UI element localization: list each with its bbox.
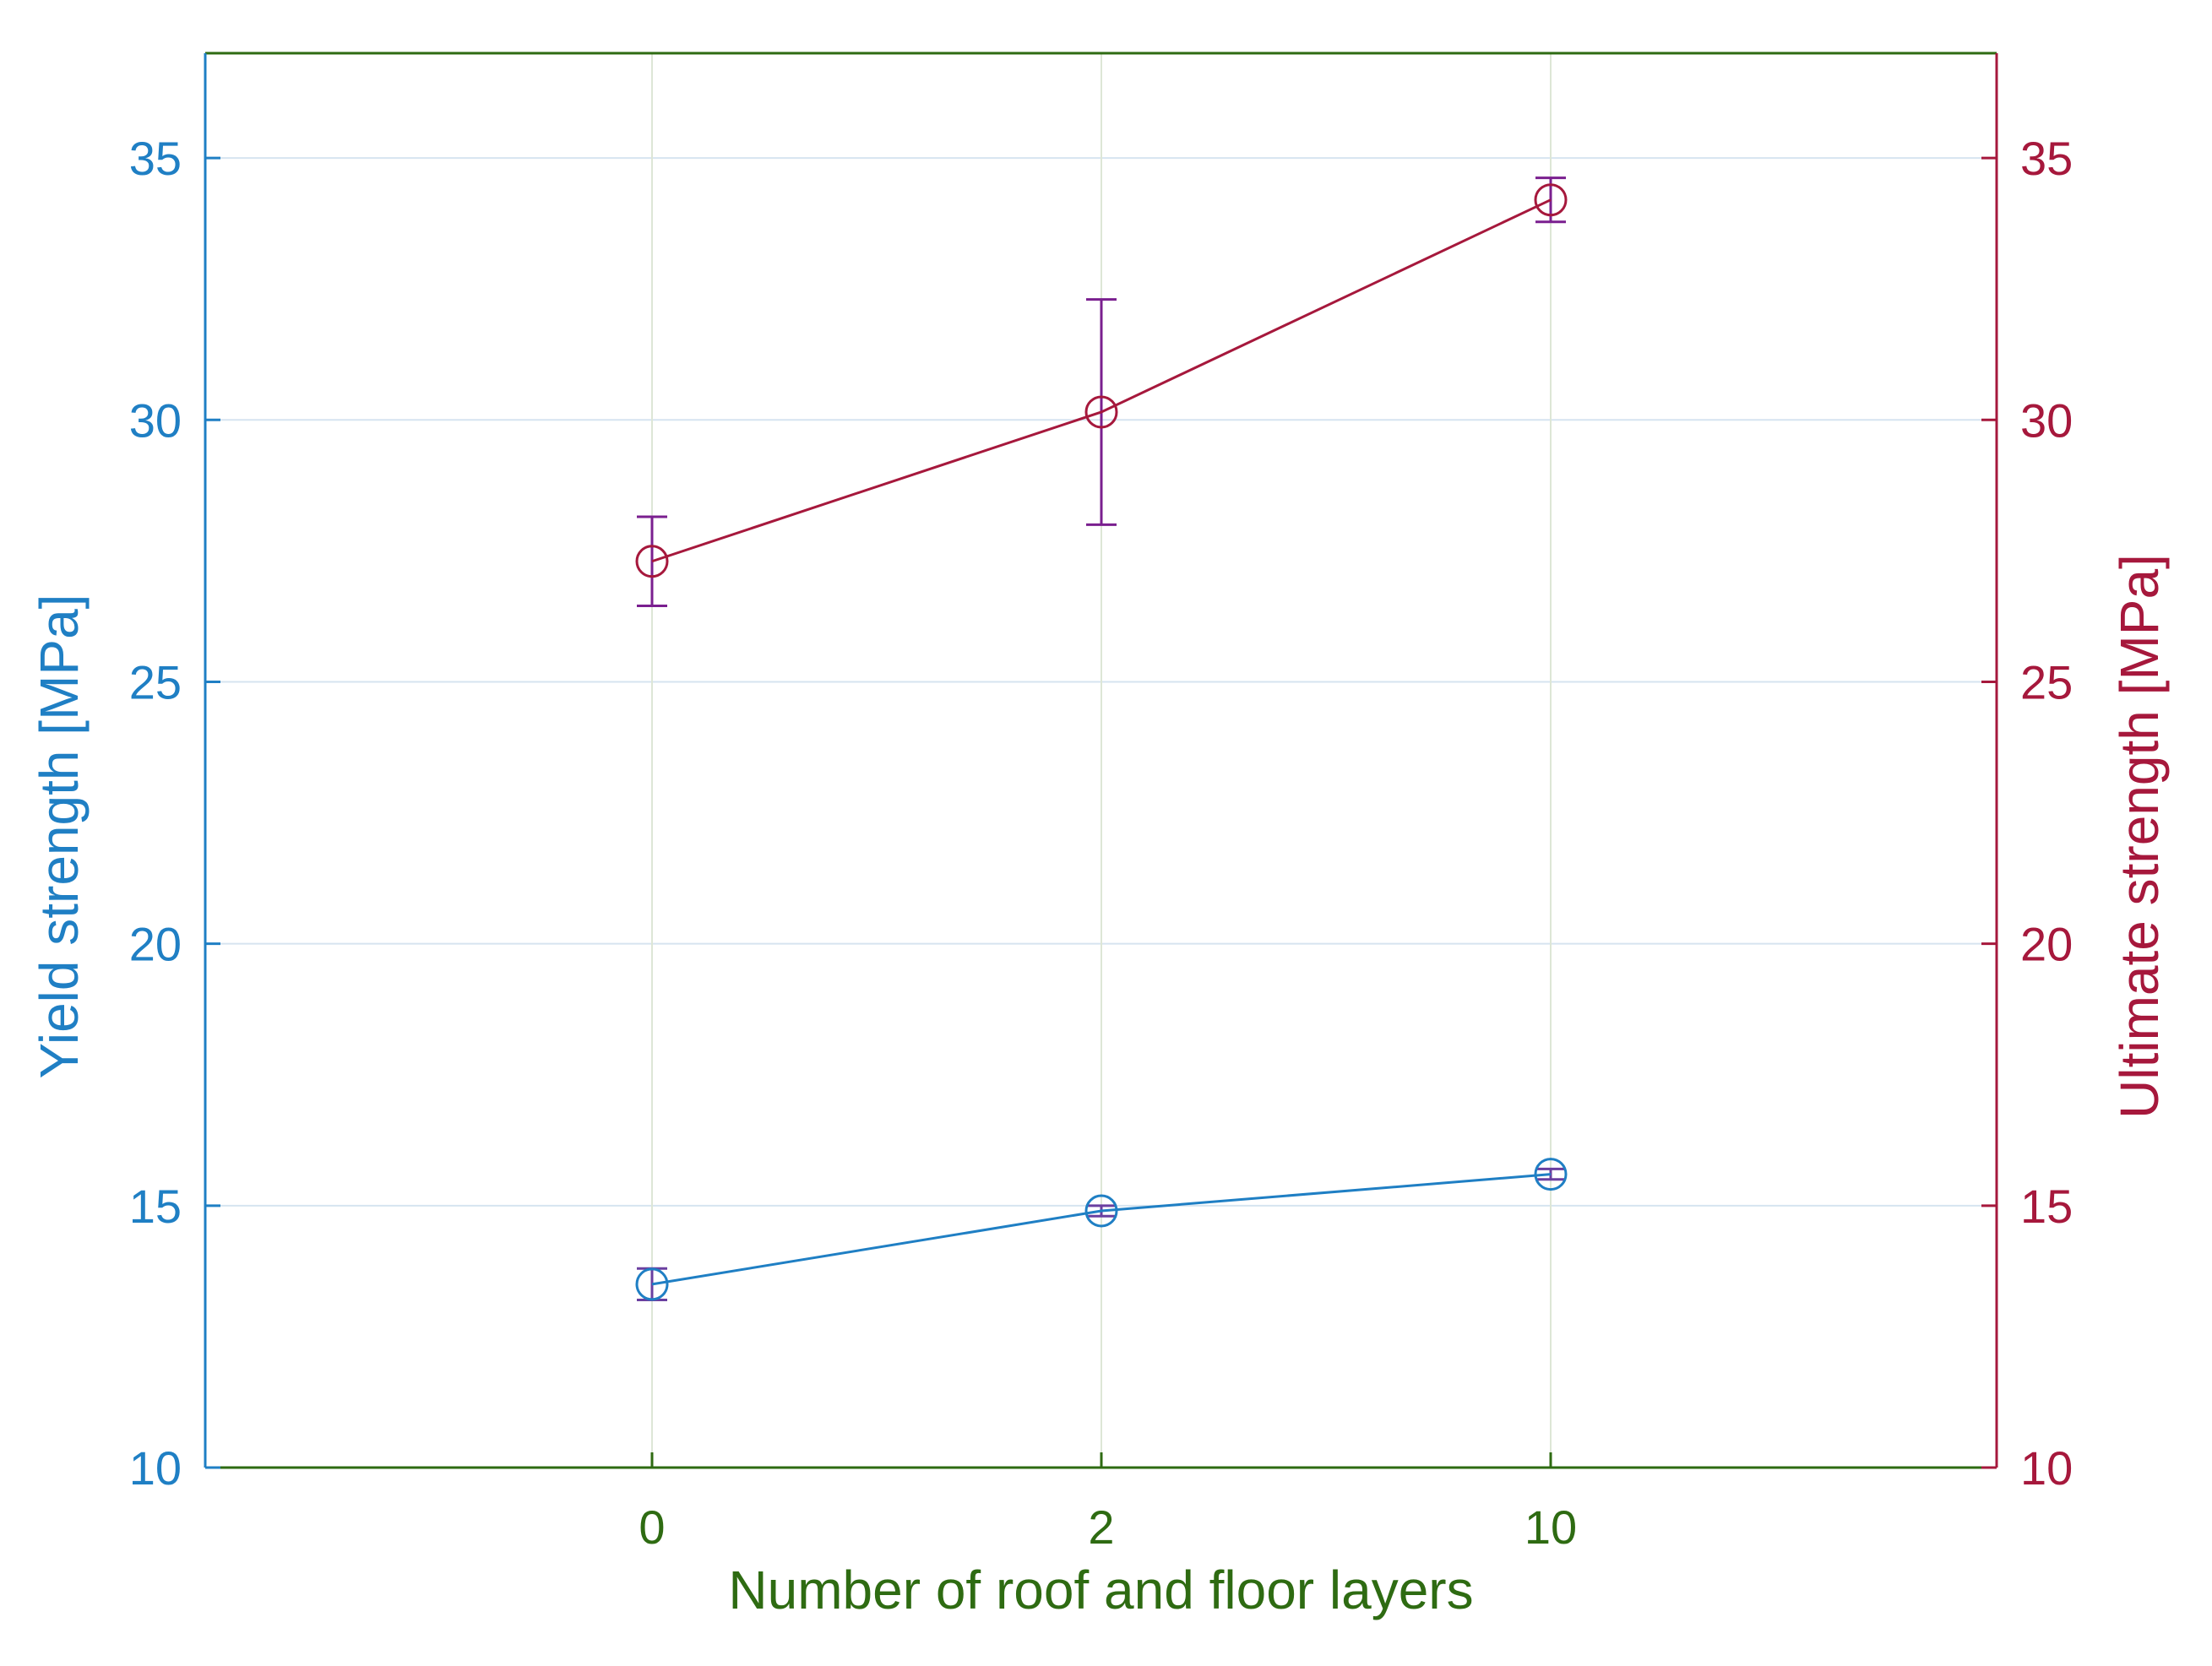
right-y-tick-label: 25 (2020, 655, 2073, 708)
left-y-tick-label: 15 (129, 1180, 182, 1233)
x-axis-title: Number of roof and floor layers (728, 1560, 1473, 1620)
right-y-tick-label: 35 (2020, 132, 2073, 185)
right-y-tick-label: 20 (2020, 918, 2073, 971)
right-y-axis-title: Ultimate strength [MPa] (2109, 554, 2170, 1119)
series-1-point (1534, 1158, 1568, 1191)
series-2-line (651, 198, 1552, 563)
left-y-tick-label: 10 (129, 1441, 182, 1495)
right-y-tick-label: 15 (2020, 1180, 2073, 1233)
left-y-tick-label: 35 (129, 132, 182, 185)
series-1-point (635, 1267, 669, 1301)
series-1-line (651, 1173, 1552, 1286)
tick-marks (205, 156, 1997, 1469)
left-y-tick-label: 30 (129, 393, 182, 447)
series-1-point (1084, 1194, 1118, 1228)
x-tick-label: 2 (1088, 1500, 1114, 1554)
left-y-tick-label: 20 (129, 918, 182, 971)
x-tick-label: 10 (1524, 1500, 1577, 1554)
series-lines (651, 198, 1552, 1286)
right-y-tick-label: 10 (2020, 1441, 2073, 1495)
series-2-point (1084, 395, 1118, 429)
right-y-tick-label: 30 (2020, 393, 2073, 447)
grid-lines (205, 53, 1997, 1468)
series-2-point (1534, 183, 1568, 217)
left-y-tick-label: 25 (129, 655, 182, 708)
series-markers (635, 183, 1568, 1301)
left-y-axis-title: Yield strength [MPa] (29, 594, 90, 1079)
x-tick-label: 0 (639, 1500, 665, 1554)
series-2-point (635, 545, 669, 578)
tick-labels: 10 15 20 25 30 35 10 15 20 25 30 35 0 2 10 (129, 132, 2073, 1554)
